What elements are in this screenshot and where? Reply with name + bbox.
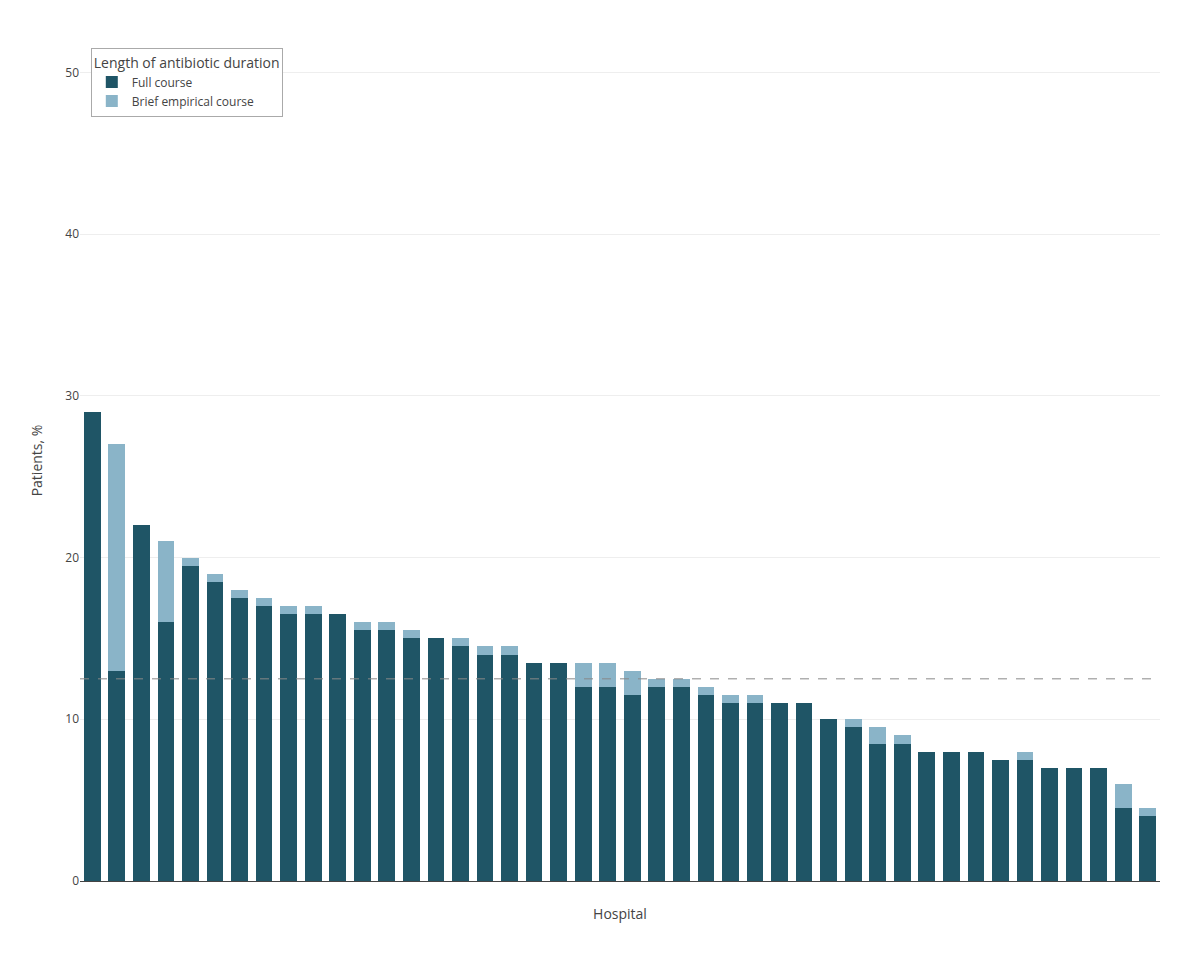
svg-text:30: 30 (65, 387, 79, 404)
svg-text:10: 10 (65, 710, 79, 727)
svg-text:Patients, %: Patients, % (27, 425, 46, 497)
svg-text:Full course: Full course (132, 74, 193, 91)
svg-text:40: 40 (65, 225, 79, 242)
svg-text:0: 0 (72, 872, 79, 889)
svg-text:50: 50 (65, 64, 79, 81)
svg-text:20: 20 (65, 549, 79, 566)
svg-text:Length of antibiotic duration: Length of antibiotic duration (94, 53, 280, 72)
svg-text:Brief empirical course: Brief empirical course (132, 93, 254, 110)
svg-text:Hospital: Hospital (593, 904, 647, 923)
